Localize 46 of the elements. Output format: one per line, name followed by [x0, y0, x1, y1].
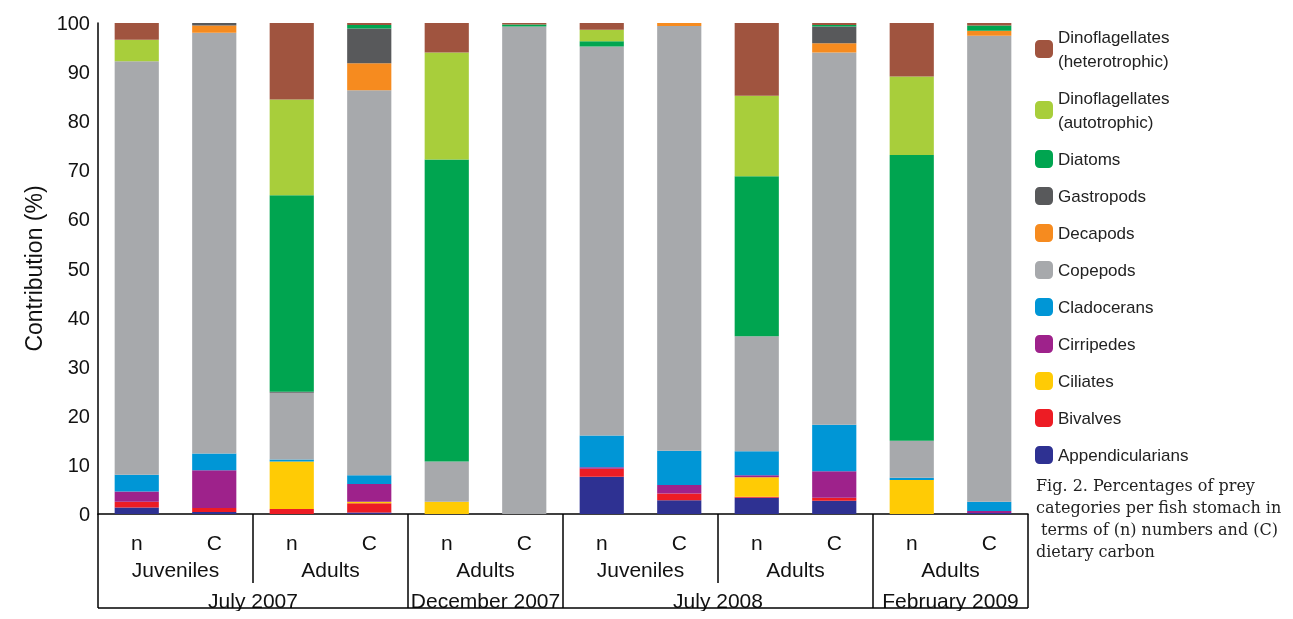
y-tick-label: 20: [67, 404, 90, 427]
y-tick-label: 40: [67, 306, 90, 329]
legend-label: Bivalves: [1058, 408, 1122, 428]
x-tick-label: C: [206, 531, 222, 554]
legend-label: Dinoflagellates (autotrophic): [1058, 88, 1170, 132]
x-tick-label: n: [750, 531, 763, 554]
x-tick-label: n: [440, 531, 453, 554]
text: July 2008: [673, 588, 763, 612]
y-tick-label: 90: [67, 61, 90, 84]
text: Adults: [921, 557, 980, 581]
x-tick-label: C: [981, 531, 997, 554]
legend-label: Cladocerans: [1058, 297, 1154, 317]
y-tick-label: 50: [67, 257, 90, 280]
y-tick-label: 30: [67, 355, 90, 378]
legend-label: Ciliates: [1058, 371, 1114, 391]
text: July 2007: [208, 588, 298, 612]
x-tick-label: C: [671, 531, 687, 554]
legend-label: Dinoflagellates (heterotrophic): [1058, 27, 1170, 71]
text: Adults: [766, 557, 825, 581]
legend-label: Copepods: [1058, 260, 1136, 280]
y-tick-label: 60: [67, 208, 90, 231]
legend-label: Gastropods: [1058, 186, 1146, 206]
caption: Fig. 2. Percentages of prey categories per fish stomach in terms of (n) numbers and (C) dietary carbon: [1036, 475, 1284, 561]
y-axis-title: Contribution (%): [21, 185, 48, 352]
y-tick-label: 10: [67, 453, 90, 476]
x-tick-label: n: [595, 531, 608, 554]
text: December 2007: [410, 588, 561, 612]
x-tick-label: C: [361, 531, 377, 554]
y-tick-label: 80: [67, 110, 90, 133]
x-tick-label: C: [516, 531, 532, 554]
y-tick-label: 0: [78, 503, 90, 525]
text: Adults: [301, 557, 360, 581]
x-tick-label: n: [130, 531, 143, 554]
text: Adults: [456, 557, 515, 581]
legend-label: Cirripedes: [1058, 334, 1136, 354]
legend-label: Diatoms: [1058, 149, 1121, 169]
legend-label: Appendicularians: [1058, 445, 1189, 465]
x-tick-label: n: [905, 531, 918, 554]
x-tick-label: n: [285, 531, 298, 554]
x-tick-label: C: [826, 531, 842, 554]
text: Juveniles: [131, 557, 220, 581]
legend-label: Decapods: [1058, 223, 1135, 243]
y-tick-label: 100: [56, 12, 90, 34]
y-tick-label: 70: [67, 159, 90, 182]
text: February 2009: [882, 588, 1019, 612]
text: Juveniles: [596, 557, 685, 581]
